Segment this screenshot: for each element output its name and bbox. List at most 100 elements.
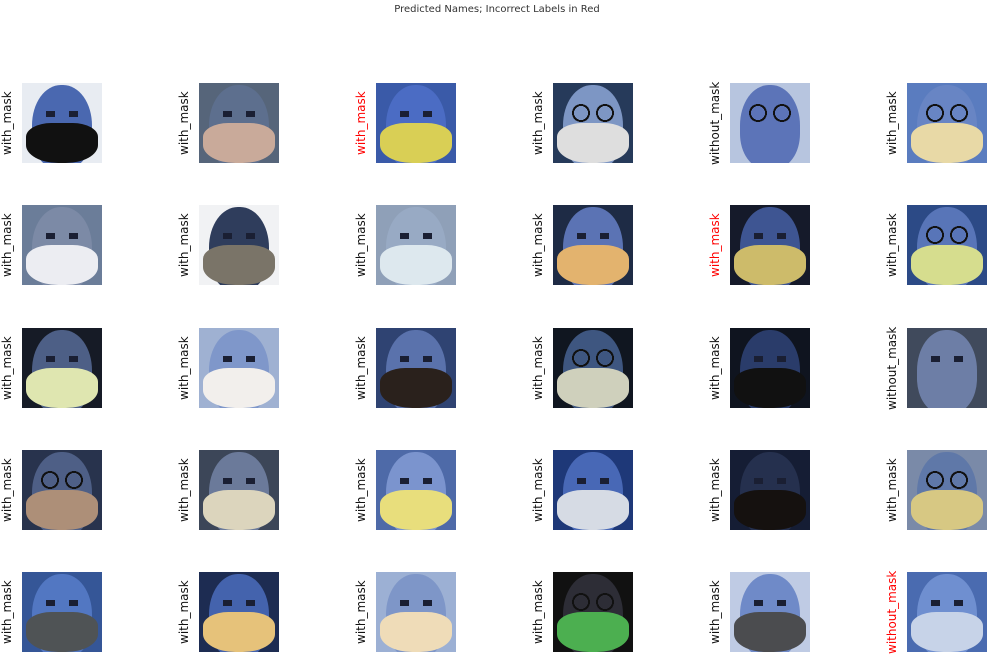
- mask-shape: [557, 123, 629, 163]
- predicted-label: without_mask: [885, 326, 899, 410]
- eyes-shape: [42, 111, 82, 117]
- prediction-cell: with_mask: [354, 450, 524, 550]
- predicted-label: with_mask: [177, 91, 191, 155]
- mask-shape: [380, 123, 452, 163]
- prediction-cell: with_mask: [531, 572, 701, 672]
- prediction-cell: without_mask: [885, 326, 994, 428]
- mask-shape: [911, 245, 983, 285]
- predicted-label: with_mask: [354, 580, 368, 644]
- mask-shape: [911, 490, 983, 530]
- predicted-label: with_mask: [531, 213, 545, 277]
- predicted-label: with_mask: [885, 213, 899, 277]
- eyes-shape: [42, 600, 82, 606]
- face-image: [730, 328, 810, 408]
- mask-shape: [203, 368, 275, 408]
- prediction-cell: with_mask: [177, 572, 347, 672]
- face-image: [199, 572, 279, 652]
- prediction-cell: with_mask: [177, 205, 347, 305]
- eyes-shape: [42, 233, 82, 239]
- face-image: [907, 572, 987, 652]
- mask-shape: [203, 490, 275, 530]
- mask-shape: [26, 245, 98, 285]
- face-image: [907, 328, 987, 408]
- eyes-shape: [219, 233, 259, 239]
- predicted-label: with_mask: [0, 91, 14, 155]
- prediction-cell: with_mask: [708, 205, 878, 305]
- prediction-cell: with_mask: [531, 328, 701, 428]
- predicted-label: with_mask: [708, 336, 722, 400]
- predicted-label: with_mask: [885, 458, 899, 522]
- predicted-label: with_mask: [0, 458, 14, 522]
- prediction-cell: with_mask: [0, 205, 170, 305]
- prediction-cell: with_mask: [531, 205, 701, 305]
- eyes-shape: [750, 356, 790, 362]
- face-image: [553, 572, 633, 652]
- mask-shape: [26, 123, 98, 163]
- eyes-shape: [927, 356, 967, 362]
- predicted-label: with_mask: [354, 336, 368, 400]
- glasses-shape: [569, 593, 617, 611]
- face-image: [553, 83, 633, 163]
- prediction-cell: with_mask: [177, 328, 347, 428]
- mask-shape: [911, 123, 983, 163]
- mask-shape: [380, 245, 452, 285]
- predicted-label: without_mask: [708, 81, 722, 165]
- face-image: [22, 83, 102, 163]
- predicted-label: with_mask: [531, 336, 545, 400]
- mask-shape: [203, 612, 275, 652]
- glasses-shape: [923, 104, 971, 122]
- prediction-cell: with_mask: [0, 83, 170, 183]
- eyes-shape: [396, 478, 436, 484]
- glasses-shape: [923, 226, 971, 244]
- predicted-label: with_mask: [531, 91, 545, 155]
- mask-shape: [26, 612, 98, 652]
- eyes-shape: [42, 356, 82, 362]
- prediction-cell: with_mask: [354, 205, 524, 305]
- mask-shape: [203, 123, 275, 163]
- face-image: [199, 450, 279, 530]
- mask-shape: [26, 368, 98, 408]
- face-image: [22, 205, 102, 285]
- eyes-shape: [750, 233, 790, 239]
- mask-shape: [734, 245, 806, 285]
- face-shape: [917, 330, 977, 408]
- prediction-cell: with_mask: [354, 572, 524, 672]
- prediction-cell: with_mask: [0, 572, 170, 672]
- prediction-cell: with_mask: [885, 450, 994, 550]
- mask-shape: [26, 490, 98, 530]
- prediction-cell: with_mask: [885, 205, 994, 305]
- glasses-shape: [569, 349, 617, 367]
- eyes-shape: [219, 356, 259, 362]
- prediction-cell: with_mask: [708, 572, 878, 672]
- predicted-label: with_mask: [354, 91, 368, 155]
- figure-title: Predicted Names; Incorrect Labels in Red: [394, 4, 600, 15]
- face-image: [907, 83, 987, 163]
- mask-shape: [557, 490, 629, 530]
- face-image: [376, 83, 456, 163]
- face-image: [199, 328, 279, 408]
- glasses-shape: [38, 471, 86, 489]
- eyes-shape: [927, 600, 967, 606]
- prediction-cell: with_mask: [0, 450, 170, 550]
- mask-shape: [911, 612, 983, 652]
- predicted-label: with_mask: [177, 336, 191, 400]
- face-image: [199, 83, 279, 163]
- eyes-shape: [573, 233, 613, 239]
- mask-shape: [380, 490, 452, 530]
- face-image: [553, 205, 633, 285]
- prediction-cell: without_mask: [708, 81, 878, 183]
- mask-shape: [734, 368, 806, 408]
- prediction-cell: with_mask: [177, 83, 347, 183]
- predicted-label: with_mask: [531, 580, 545, 644]
- face-image: [376, 328, 456, 408]
- glasses-shape: [746, 104, 794, 122]
- mask-shape: [380, 368, 452, 408]
- face-image: [376, 450, 456, 530]
- face-image: [22, 572, 102, 652]
- eyes-shape: [573, 478, 613, 484]
- prediction-cell: with_mask: [708, 328, 878, 428]
- predicted-label: with_mask: [0, 336, 14, 400]
- eyes-shape: [396, 600, 436, 606]
- prediction-cell: with_mask: [354, 328, 524, 428]
